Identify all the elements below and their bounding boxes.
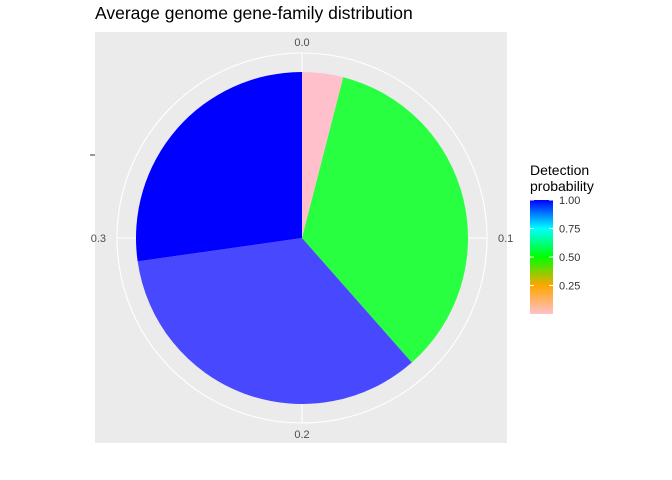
theta-tick-label-2: 0.2 (294, 429, 309, 441)
legend-title-line-1: probability (530, 178, 594, 194)
theta-tick-label-0: 0.0 (294, 37, 309, 49)
theta-tick-label-1: 0.1 (498, 233, 513, 245)
legend-tick-label-1: 0.50 (559, 252, 580, 264)
legend-tick-label-3: 1.00 (559, 195, 580, 207)
legend-title-line-0: Detection (530, 162, 589, 178)
legend-colorbar (530, 200, 553, 314)
theta-tick-label-3: 0.3 (91, 233, 106, 245)
chart-title: Average genome gene-family distribution (95, 3, 413, 23)
pie-slice-0 (302, 72, 344, 238)
legend-tick-label-2: 0.75 (559, 224, 580, 236)
pie-slice-3 (136, 72, 302, 262)
legend-tick-label-0: 0.25 (559, 281, 580, 293)
pie-slice-2 (137, 238, 412, 405)
pie-slice-1 (302, 77, 468, 363)
